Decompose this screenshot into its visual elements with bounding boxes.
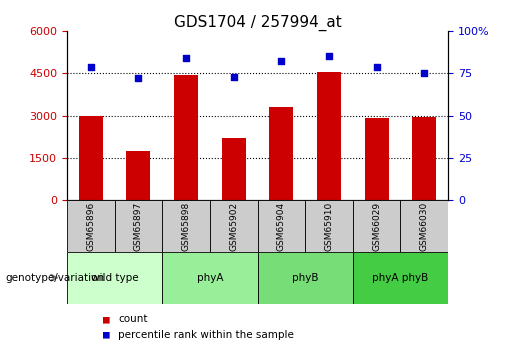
Bar [210, 200, 258, 252]
Bar [258, 252, 353, 304]
Text: phyA phyB: phyA phyB [372, 273, 428, 283]
Point [372, 64, 381, 69]
Text: GSM65897: GSM65897 [134, 201, 143, 250]
Text: ■: ■ [103, 314, 110, 324]
Bar [413, 117, 436, 200]
Text: genotype/variation: genotype/variation [5, 273, 104, 283]
Text: ■: ■ [103, 330, 110, 339]
Bar [353, 200, 401, 252]
Text: GSM65904: GSM65904 [277, 201, 286, 250]
Text: GSM66030: GSM66030 [420, 201, 428, 250]
Bar [162, 252, 258, 304]
Point [87, 64, 95, 69]
Bar [353, 252, 448, 304]
Text: GSM65902: GSM65902 [229, 201, 238, 250]
Bar [114, 200, 162, 252]
Bar [79, 116, 102, 200]
Point [182, 55, 190, 61]
Text: percentile rank within the sample: percentile rank within the sample [118, 330, 295, 339]
Text: phyB: phyB [292, 273, 318, 283]
Text: GSM66029: GSM66029 [372, 201, 381, 250]
Bar [401, 200, 448, 252]
Point [230, 74, 238, 79]
Text: wild type: wild type [91, 273, 139, 283]
Bar [317, 72, 341, 200]
Bar [305, 200, 353, 252]
Bar [67, 252, 162, 304]
Bar [222, 138, 246, 200]
Text: GSM65898: GSM65898 [182, 201, 191, 250]
Text: GSM65910: GSM65910 [324, 201, 333, 250]
Point [325, 54, 333, 59]
Point [420, 71, 428, 76]
Text: GSM65896: GSM65896 [87, 201, 95, 250]
Text: phyA: phyA [197, 273, 223, 283]
Title: GDS1704 / 257994_at: GDS1704 / 257994_at [174, 15, 341, 31]
Text: count: count [118, 314, 148, 324]
Bar [127, 151, 150, 200]
Bar [365, 118, 388, 200]
Point [134, 76, 143, 81]
Point [277, 59, 285, 64]
Bar [269, 107, 293, 200]
Bar [174, 75, 198, 200]
Bar [162, 200, 210, 252]
Bar [258, 200, 305, 252]
Bar [67, 200, 115, 252]
